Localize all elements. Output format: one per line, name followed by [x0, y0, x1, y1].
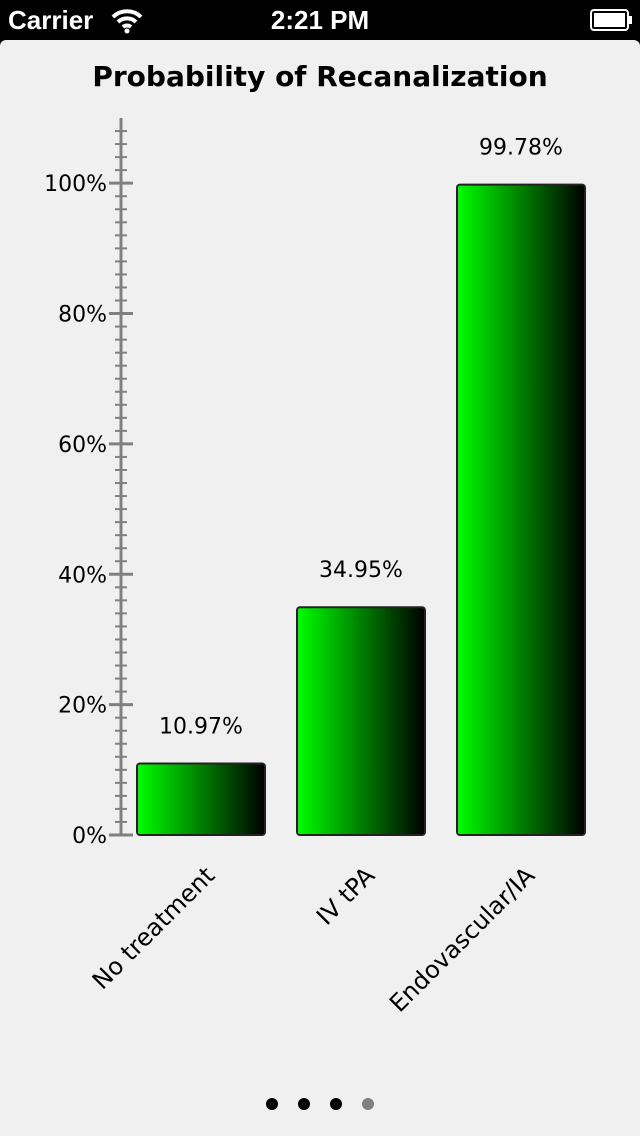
bar-chart: 0% 20% 40% 60% 80% 100% 10.97% No treatment 34.9… [44, 118, 586, 1018]
page-control[interactable] [0, 1098, 640, 1110]
x-tick-label: No treatment [87, 861, 220, 994]
data-label: 10.97% [159, 714, 243, 739]
page-dot[interactable] [330, 1098, 342, 1110]
bar-endovascular-ia [456, 183, 586, 836]
page-dot[interactable] [362, 1098, 374, 1110]
y-tick-label: 0% [72, 824, 107, 849]
data-label: 34.95% [319, 558, 403, 583]
y-tick-label: 40% [58, 563, 107, 588]
bar-iv-tpa [296, 606, 426, 837]
chart-title: Probability of Recanalization [92, 60, 548, 93]
page-dot[interactable] [298, 1098, 310, 1110]
y-tick-label: 60% [58, 433, 107, 458]
status-bar: Carrier 2:21 PM [0, 0, 640, 40]
y-tick-label: 20% [58, 694, 107, 719]
x-tick-label: IV tPA [311, 861, 381, 931]
y-tick-label: 100% [44, 172, 107, 197]
chart-screen[interactable]: Probability of Recanalization 0% 20% 40% 60… [0, 40, 640, 1136]
carrier-label: Carrier [8, 5, 94, 35]
bar-no-treatment [136, 762, 266, 836]
status-time: 2:21 PM [270, 5, 370, 35]
x-tick-label: Endovascular/IA [384, 861, 541, 1018]
wifi-icon [111, 9, 143, 34]
y-tick-label: 80% [58, 303, 107, 328]
page-dot[interactable] [266, 1098, 278, 1110]
battery-icon [590, 9, 632, 31]
data-label: 99.78% [479, 136, 563, 161]
